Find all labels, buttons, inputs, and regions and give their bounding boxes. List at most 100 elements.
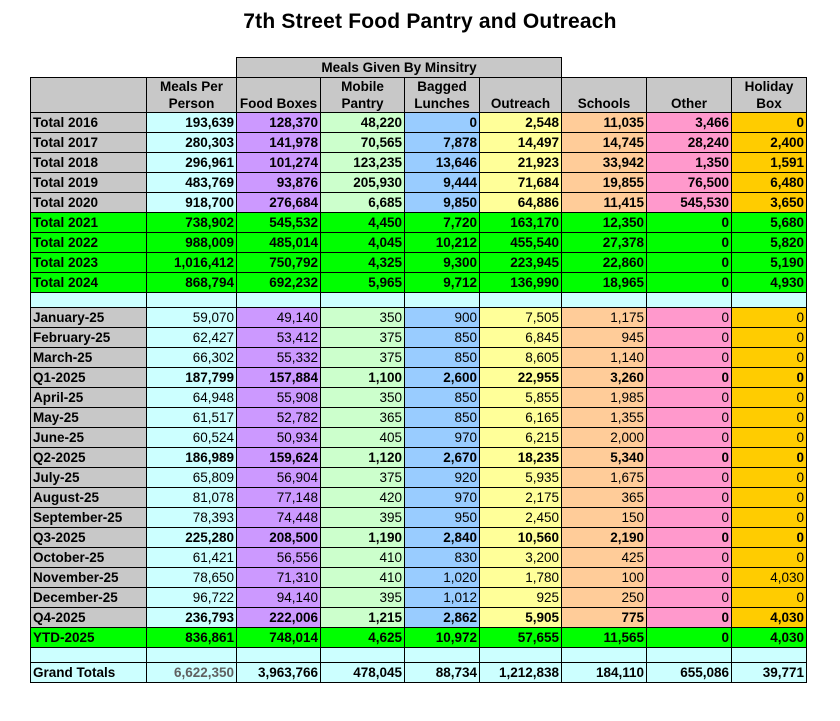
table-cell: 70,565 (320, 132, 405, 153)
row-label: October-25 (30, 547, 147, 568)
table-row: February-25 62,427 53,412 375 850 6,845 945 0 0 (30, 327, 807, 348)
table-cell: 0 (731, 467, 807, 488)
table-cell: 48,220 (320, 112, 405, 133)
table-cell: 6,215 (479, 427, 562, 448)
table-cell: 395 (320, 587, 405, 608)
table-cell: 1,780 (479, 567, 562, 588)
table-cell: 276,684 (236, 192, 321, 213)
row-label: March-25 (30, 347, 147, 368)
table-cell: 4,030 (731, 567, 807, 588)
table-cell: 53,412 (236, 327, 321, 348)
table-cell: 0 (731, 507, 807, 528)
table-cell: 4,030 (731, 627, 807, 648)
table-cell: 1,190 (320, 527, 405, 548)
table-cell: 3,200 (479, 547, 562, 568)
table-cell: 545,530 (646, 192, 732, 213)
table-cell: 850 (404, 347, 480, 368)
table-cell: 5,340 (561, 447, 647, 468)
table-cell: 163,170 (479, 212, 562, 233)
table-cell: 0 (646, 567, 732, 588)
table-cell: 6,165 (479, 407, 562, 428)
table-cell: 0 (731, 307, 807, 328)
table-cell: 3,650 (731, 192, 807, 213)
table-cell: 970 (404, 487, 480, 508)
table-cell: 868,794 (146, 272, 237, 293)
table-cell: 3,466 (646, 112, 732, 133)
row-label: Grand Totals (30, 662, 147, 683)
table-cell: 692,232 (236, 272, 321, 293)
table-cell: 55,908 (236, 387, 321, 408)
spacer-row (30, 647, 807, 663)
table-cell: 74,448 (236, 507, 321, 528)
table-cell: 96,722 (146, 587, 237, 608)
table-cell (236, 647, 321, 663)
table-cell: 136,990 (479, 272, 562, 293)
table-cell: 128,370 (236, 112, 321, 133)
data-table: Meals Given By Minsitry Meals Per Person… (30, 57, 807, 683)
table-cell: 9,712 (404, 272, 480, 293)
table-cell: 18,965 (561, 272, 647, 293)
table-cell: 225,280 (146, 527, 237, 548)
table-cell: 208,500 (236, 527, 321, 548)
table-cell: 1,215 (320, 607, 405, 628)
table-row: August-25 81,078 77,148 420 970 2,175 365 0 0 (30, 487, 807, 508)
table-cell: 157,884 (236, 367, 321, 388)
table-cell (479, 292, 562, 308)
table-cell: 81,078 (146, 487, 237, 508)
table-cell: 3,963,766 (236, 662, 321, 683)
table-cell: 920 (404, 467, 480, 488)
table-cell: 6,480 (731, 172, 807, 193)
table-cell: 280,303 (146, 132, 237, 153)
table-cell: 7,878 (404, 132, 480, 153)
table-row: April-25 64,948 55,908 350 850 5,855 1,985 0 0 (30, 387, 807, 408)
table-cell: 100 (561, 567, 647, 588)
table-cell: 478,045 (320, 662, 405, 683)
table-cell: 0 (646, 232, 732, 253)
table-cell: 830 (404, 547, 480, 568)
table-cell: 0 (731, 347, 807, 368)
table-cell: 0 (731, 387, 807, 408)
table-cell: 3,260 (561, 367, 647, 388)
table-cell: 1,175 (561, 307, 647, 328)
row-label: September-25 (30, 507, 147, 528)
table-cell: 0 (646, 387, 732, 408)
table-cell: 61,517 (146, 407, 237, 428)
table-cell (731, 292, 807, 308)
table-cell: 2,862 (404, 607, 480, 628)
table-cell: 850 (404, 387, 480, 408)
table-cell: 970 (404, 427, 480, 448)
table-cell: 1,355 (561, 407, 647, 428)
table-cell: 6,622,350 (146, 662, 237, 683)
table-row: June-25 60,524 50,934 405 970 6,215 2,000 0 0 (30, 427, 807, 448)
group-header: Meals Given By Minsitry (236, 57, 562, 78)
table-cell: 395 (320, 507, 405, 528)
table-cell: 65,809 (146, 467, 237, 488)
table-cell: 1,020 (404, 567, 480, 588)
table-cell: 0 (731, 327, 807, 348)
table-cell: 750,792 (236, 252, 321, 273)
table-cell: 5,190 (731, 252, 807, 273)
row-label: Total 2018 (30, 152, 147, 173)
table-cell: 2,400 (731, 132, 807, 153)
table-cell: 0 (646, 347, 732, 368)
table-cell: 18,235 (479, 447, 562, 468)
column-header: Meals Per Person (146, 77, 237, 113)
table-cell: 900 (404, 307, 480, 328)
table-cell: 5,935 (479, 467, 562, 488)
table-cell: 186,989 (146, 447, 237, 468)
table-cell: 223,945 (479, 252, 562, 273)
row-label: April-25 (30, 387, 147, 408)
table-cell: 0 (646, 627, 732, 648)
row-label: Total 2019 (30, 172, 147, 193)
table-cell: 4,930 (731, 272, 807, 293)
column-header-label (30, 77, 147, 113)
table-cell: 52,782 (236, 407, 321, 428)
table-cell: 10,560 (479, 527, 562, 548)
table-cell: 21,923 (479, 152, 562, 173)
table-cell: 0 (646, 467, 732, 488)
table-cell: 78,393 (146, 507, 237, 528)
table-cell: 0 (646, 447, 732, 468)
table-cell: 71,684 (479, 172, 562, 193)
table-cell: 410 (320, 547, 405, 568)
row-label (30, 292, 147, 308)
